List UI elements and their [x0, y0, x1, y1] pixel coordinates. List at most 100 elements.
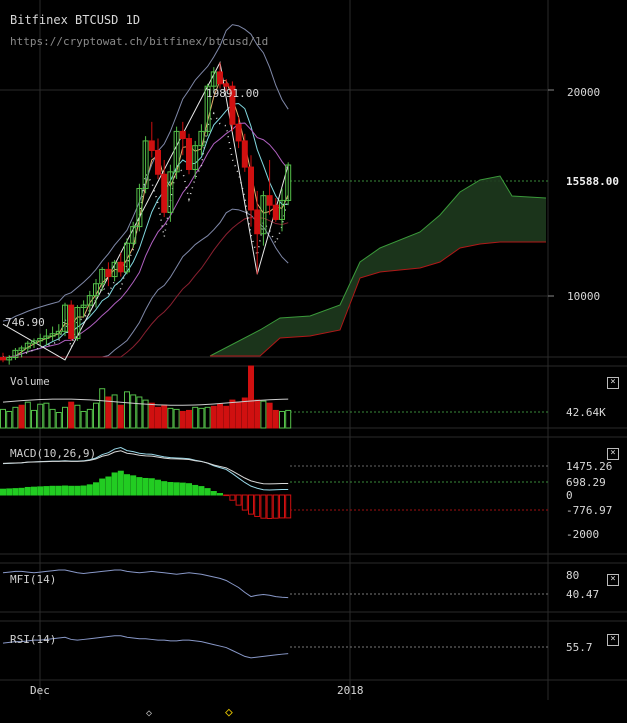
high-annotation: 19891.00 — [206, 87, 259, 100]
candle-down — [186, 138, 192, 170]
macd-histogram-bar — [12, 488, 19, 496]
macd-value-5: -2000 — [566, 528, 599, 541]
candle-up — [99, 268, 106, 285]
volume-bar — [130, 394, 137, 429]
candle-down — [68, 304, 75, 339]
candle-up — [124, 242, 130, 273]
macd-value-2: 698.29 — [566, 476, 606, 489]
mfi-line — [2, 569, 289, 599]
volume-bar — [0, 408, 6, 429]
macd-value-4: -776.97 — [566, 504, 612, 517]
rsi-line — [2, 635, 289, 659]
candle-down — [223, 83, 230, 87]
macd-histogram-bar — [49, 485, 56, 496]
macd-histogram-bar — [198, 486, 205, 496]
volume-bar — [148, 402, 155, 429]
volume-bar — [105, 396, 112, 429]
volume-ma-line — [2, 398, 289, 406]
macd-histogram-bar — [6, 488, 13, 496]
macd-histogram-bar — [93, 482, 99, 496]
macd-close-button[interactable]: × — [607, 448, 619, 460]
macd-pane-label: MACD(10,26,9) — [10, 447, 97, 460]
candle-up — [62, 304, 68, 332]
current-price-label: 15588.00 — [566, 175, 619, 188]
chart-title: Bitfinex BTCUSD 1D — [10, 13, 141, 27]
macd-histogram-bar — [272, 494, 279, 519]
candle-up — [192, 145, 199, 170]
macd-histogram-bar — [136, 477, 143, 496]
macd-histogram-bar — [124, 474, 130, 496]
candle-up — [74, 307, 81, 339]
candle-down — [155, 149, 161, 175]
mfi-close-button[interactable]: × — [607, 574, 619, 586]
macd-pane-marks — [0, 446, 548, 519]
candle-up — [18, 347, 25, 351]
volume-bar — [161, 404, 168, 429]
macd-histogram-bar — [24, 486, 31, 496]
rsi-value: 55.7 — [566, 641, 593, 654]
price-tick-10000: 10000 — [567, 290, 600, 303]
candle-down — [217, 71, 223, 85]
volume-bar — [167, 407, 174, 429]
chart-source-url[interactable]: https://cryptowat.ch/bitfinex/btcusd/1d — [10, 35, 269, 48]
rsi-close-button[interactable]: × — [607, 634, 619, 646]
candle-up — [204, 85, 211, 132]
candle-up — [173, 130, 180, 173]
macd-histogram-bar — [161, 481, 168, 496]
low-annotation: 746.90 — [5, 316, 45, 329]
ma-medium-line — [3, 103, 289, 358]
x-tick-dec: Dec — [30, 684, 50, 697]
ichimoku-span-a — [209, 175, 547, 357]
candle-down — [235, 123, 242, 142]
mfi-value-2: 40.47 — [566, 588, 599, 601]
grid-lines — [0, 0, 627, 700]
ichimoku-cloud-area — [210, 176, 546, 356]
candle-up — [37, 337, 44, 342]
volume-bar — [6, 410, 13, 429]
volume-bar — [248, 365, 254, 429]
candle-up — [93, 283, 99, 297]
nav-right-diamond-icon[interactable]: ◇ — [225, 705, 233, 720]
candle-down — [248, 166, 254, 211]
candle-up — [198, 130, 205, 147]
candle-down — [254, 209, 261, 235]
candle-up — [142, 140, 149, 190]
macd-histogram-bar — [192, 484, 199, 496]
mfi-pane-label: MFI(14) — [10, 573, 57, 586]
oscillator-lines — [2, 569, 548, 659]
macd-histogram-bar — [179, 482, 186, 496]
candle-down — [161, 173, 168, 213]
volume-bar — [235, 401, 242, 429]
macd-histogram-bar — [105, 476, 112, 496]
macd-histogram-bar — [117, 470, 124, 496]
mfi-value-1: 80 — [566, 569, 579, 582]
candle-up — [80, 304, 87, 309]
volume-bar — [80, 410, 87, 429]
macd-histogram-bar — [229, 494, 236, 501]
volume-bar — [210, 405, 217, 429]
macd-histogram-bar — [155, 479, 161, 496]
nav-left-diamond-icon[interactable]: ◇ — [146, 708, 153, 719]
macd-histogram-bar — [235, 494, 242, 506]
candle-up — [260, 195, 267, 235]
ichimoku-cloud — [209, 175, 547, 357]
macd-histogram-bar — [55, 485, 62, 496]
volume-bar — [179, 410, 186, 429]
candle-up — [210, 71, 217, 87]
volume-close-button[interactable]: × — [607, 377, 619, 389]
macd-histogram-bar — [266, 494, 273, 519]
volume-bar — [86, 408, 93, 429]
volume-bar — [93, 402, 99, 429]
candle-up — [49, 333, 56, 337]
volume-bar — [68, 401, 75, 429]
volume-bar — [186, 409, 192, 429]
macd-histogram-bar — [68, 485, 75, 496]
volume-bar — [74, 404, 81, 429]
volume-value: 42.64K — [566, 406, 606, 419]
macd-histogram-bar — [148, 478, 155, 496]
candle-down — [117, 261, 124, 273]
macd-histogram-bar — [217, 493, 223, 496]
macd-histogram-bar — [204, 488, 211, 496]
candle-up — [24, 342, 31, 349]
